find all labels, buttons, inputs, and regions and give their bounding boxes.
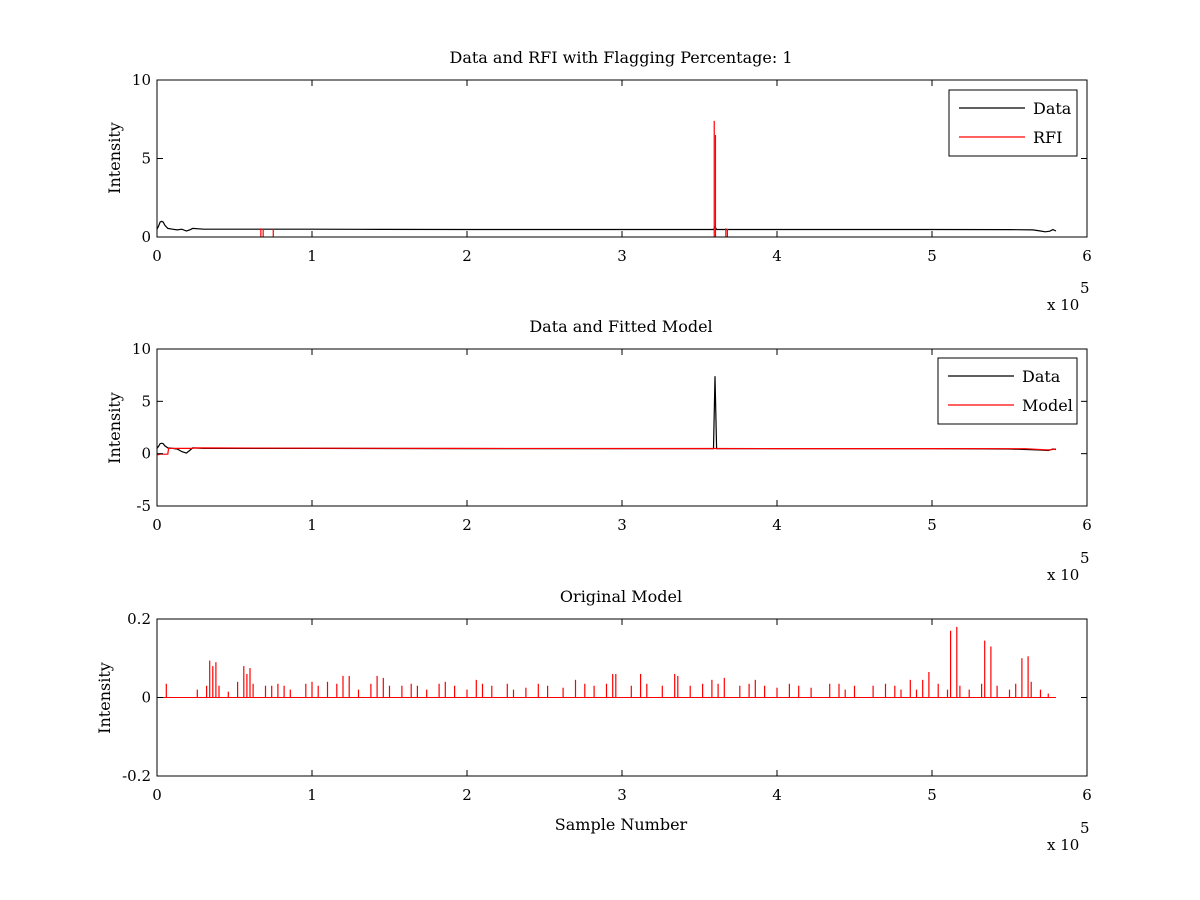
y-tick-label: 0 [141,689,151,707]
series-rfi-1 [260,120,729,237]
y-tick-label: 10 [132,340,151,358]
x-exponent-label: x 10 [1047,836,1079,854]
panel-rfi: Data and RFI with Flagging Percentage: 1… [105,48,1092,314]
y-axis-label: Intensity [105,122,124,194]
axis-ticks: 0 1 2 3 4 5 6-0.200.2 [122,610,1092,804]
y-tick-label: 0 [141,445,151,463]
x-exponent-label: x 10 [1047,296,1079,314]
legend-label: Data [1033,99,1072,118]
x-tick-label: 3 [617,247,627,265]
legend-box [937,357,1078,425]
panel-title: Data and Fitted Model [529,317,712,336]
legend-label: Data [1022,367,1061,386]
series-model-1 [157,447,1057,456]
x-tick-label: 3 [617,516,627,534]
x-tick-label: 0 [152,247,162,265]
series-line [156,220,1057,233]
plot-lines [156,376,1057,456]
x-axis-label: Sample Number [555,815,688,834]
x-tick-label: 6 [1082,516,1092,534]
panel-model-fit: Data and Fitted Model Intensity x 10 5 0… [105,317,1092,584]
x-tick-label: 3 [617,786,627,804]
series-line [157,447,1057,456]
y-tick-label: 5 [141,150,151,168]
y-axis-label: Intensity [95,662,114,734]
x-tick-label: 6 [1082,786,1092,804]
y-tick-label: -5 [136,497,151,515]
legend-box [948,89,1078,157]
legend: Data RFI [948,89,1078,157]
series-data-0 [156,220,1057,233]
x-exponent-power: 5 [1080,549,1090,567]
panel-title: Data and RFI with Flagging Percentage: 1 [449,48,792,67]
panel-original-model: Original Model Intensity Sample Number x… [95,587,1092,854]
x-tick-label: 1 [307,247,317,265]
panel-title: Original Model [560,587,682,606]
x-tick-label: 1 [307,516,317,534]
x-exponent-power: 5 [1080,819,1090,837]
y-axis-label: Intensity [105,392,124,464]
x-tick-label: 2 [462,516,472,534]
y-tick-label: -0.2 [122,767,151,785]
x-tick-label: 2 [462,786,472,804]
legend: Data Model [937,357,1078,425]
y-tick-label: 10 [132,71,151,89]
plot-lines [157,626,1056,698]
legend-label: Model [1022,396,1073,415]
x-tick-label: 4 [772,247,782,265]
series-model-0 [157,626,1056,698]
axis-ticks: 0 1 2 3 4 5 6 0 5 10 [132,71,1092,265]
x-tick-label: 4 [772,516,782,534]
plot-lines [156,120,1057,237]
y-tick-label: 0.2 [127,610,151,628]
x-tick-label: 6 [1082,247,1092,265]
x-tick-label: 0 [152,786,162,804]
x-tick-label: 5 [927,786,937,804]
x-tick-label: 5 [927,247,937,265]
x-tick-label: 0 [152,516,162,534]
legend-label: RFI [1033,128,1062,147]
x-tick-label: 2 [462,247,472,265]
y-tick-label: 5 [141,392,151,410]
y-tick-label: 0 [141,228,151,246]
x-exponent-label: x 10 [1047,566,1079,584]
x-tick-label: 1 [307,786,317,804]
x-exponent-power: 5 [1080,279,1090,297]
x-tick-label: 5 [927,516,937,534]
x-tick-label: 4 [772,786,782,804]
